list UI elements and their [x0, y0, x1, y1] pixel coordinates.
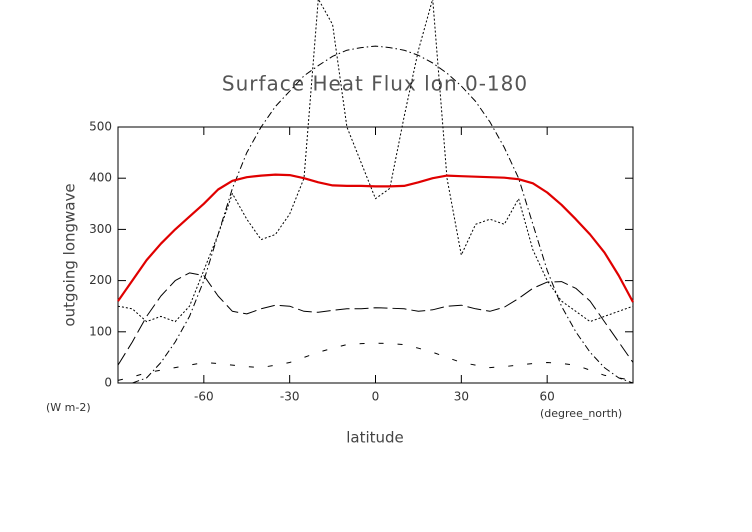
y-axis-unit: (W m-2)	[46, 401, 91, 414]
x-tick-label: 60	[540, 390, 555, 404]
x-axis-unit: (degree_north)	[540, 407, 622, 420]
series-line	[117, 272, 634, 366]
y-tick-label: 300	[89, 222, 112, 236]
series-line	[118, 45, 634, 384]
y-tick-label: 200	[89, 273, 112, 287]
x-axis-label: latitude	[346, 429, 404, 447]
series-line	[117, 342, 634, 381]
y-tick-label: 0	[104, 376, 112, 390]
series-line	[117, 0, 634, 323]
x-tick-label: -30	[280, 390, 300, 404]
y-tick-label: 100	[89, 324, 112, 338]
chart-title: Surface Heat Flux lon 0-180	[222, 72, 528, 96]
x-tick-label: -60	[194, 390, 214, 404]
y-tick-label: 500	[89, 120, 112, 134]
x-tick-label: 0	[372, 390, 380, 404]
y-tick-label: 400	[89, 171, 112, 185]
x-tick-label: 30	[454, 390, 469, 404]
series-line	[117, 173, 634, 303]
y-axis-label: outgoing longwave	[61, 183, 79, 326]
